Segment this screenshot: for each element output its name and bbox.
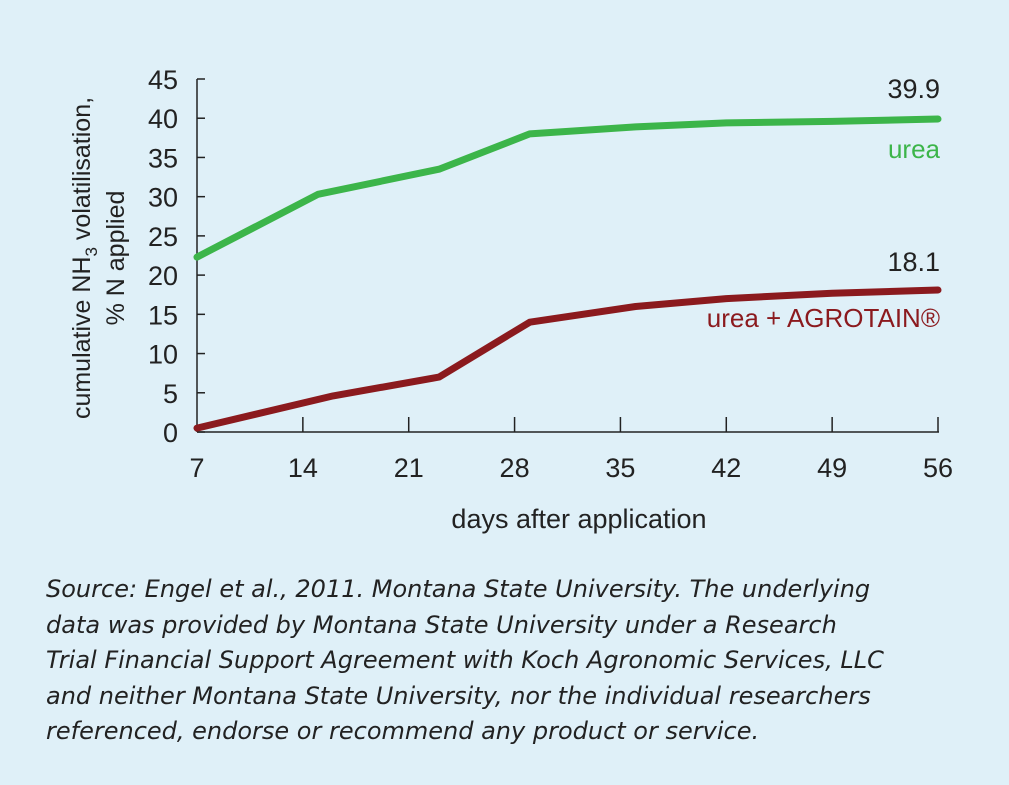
x-tick-label: 42 [711, 453, 741, 483]
source-note: Source: Engel et al., 2011. Montana Stat… [46, 572, 976, 750]
x-tick-label: 35 [605, 453, 635, 483]
chart-series [193, 115, 942, 432]
y-axis-label: cumulative NH3 volatilisation, [68, 97, 101, 419]
source-line: and neither Montana State University, no… [46, 681, 871, 710]
x-tick-label: 14 [288, 453, 318, 483]
source-line: Source: Engel et al., 2011. Montana Stat… [46, 575, 871, 603]
series-line-urea-agrotain [193, 286, 942, 432]
y-tick-label: 20 [148, 261, 178, 291]
line-chart: 0 5 10 15 20 25 30 35 40 45 7 14 21 28 35 42 49 56 days af… [68, 65, 953, 534]
series-line-urea [193, 115, 942, 261]
y-axis-label: % N applied [102, 191, 130, 326]
y-tick-label: 10 [148, 340, 178, 370]
end-value-label: 39.9 [887, 74, 940, 104]
y-tick-label: 0 [163, 418, 178, 448]
y-tick-label: 35 [148, 143, 178, 173]
x-tick-label: 28 [500, 453, 530, 483]
x-tick-label: 56 [923, 453, 953, 483]
y-tick-label: 5 [163, 379, 178, 409]
end-value-label: 18.1 [887, 247, 940, 277]
y-tick-label: 40 [148, 104, 178, 134]
x-tick-label: 21 [394, 453, 424, 483]
source-line: Trial Financial Support Agreement with K… [46, 646, 884, 674]
y-tick-label: 30 [148, 183, 178, 213]
source-line: referenced, endorse or recommend any pro… [46, 717, 760, 745]
source-line: data was provided by Montana State Unive… [46, 610, 837, 639]
y-tick-label: 45 [148, 65, 178, 95]
x-axis-label: days after application [451, 504, 706, 534]
x-tick-label: 7 [189, 453, 204, 483]
series-name-label: urea + AGROTAIN® [707, 303, 940, 333]
series-name-label: urea [888, 134, 941, 164]
chart-labels: 0 5 10 15 20 25 30 35 40 45 7 14 21 28 35 42 49 56 days af… [68, 65, 953, 534]
y-tick-label: 25 [148, 222, 178, 252]
y-tick-label: 15 [148, 300, 178, 330]
x-tick-label: 49 [817, 453, 847, 483]
